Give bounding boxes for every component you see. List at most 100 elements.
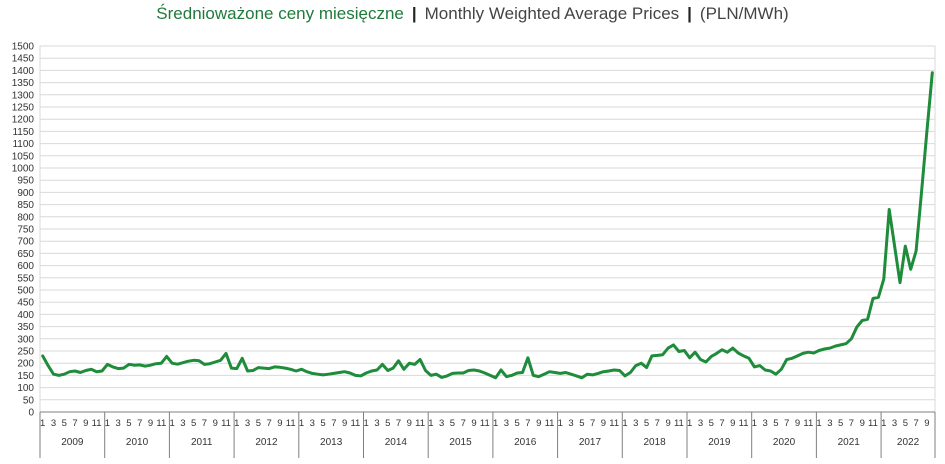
data-point (430, 374, 432, 376)
data-point (106, 363, 108, 365)
data-point (554, 371, 556, 373)
data-point (812, 352, 814, 354)
data-point (58, 374, 60, 376)
x-tick-label-month: 3 (310, 418, 315, 429)
data-point (500, 369, 502, 371)
data-point (63, 373, 65, 375)
y-tick-label: 1250 (12, 103, 35, 114)
x-tick-label-month: 1 (558, 418, 563, 429)
data-point (505, 375, 507, 377)
x-tick-label-month: 5 (256, 418, 261, 429)
y-tick-label: 300 (17, 334, 34, 345)
x-tick-label-month: 11 (480, 418, 490, 429)
y-tick-label: 750 (17, 225, 34, 236)
y-tick-label: 1200 (12, 115, 35, 126)
data-point (144, 365, 146, 367)
x-tick-label-month: 5 (320, 418, 325, 429)
x-tick-label-month: 11 (545, 418, 555, 429)
x-tick-label-month: 11 (674, 418, 684, 429)
x-tick-label-month: 1 (816, 418, 821, 429)
data-point (645, 366, 647, 368)
data-point (343, 371, 345, 373)
x-tick-label-month: 1 (299, 418, 304, 429)
data-point (694, 351, 696, 353)
x-tick-label-month: 1 (234, 418, 239, 429)
x-tick-label-month: 7 (266, 418, 271, 429)
x-tick-label-month: 9 (730, 418, 735, 429)
data-point (47, 364, 49, 366)
chart-title: Średnioważone ceny miesięczne | Monthly We… (0, 4, 945, 24)
data-point (182, 362, 184, 364)
x-tick-label-year: 2019 (708, 437, 731, 448)
x-tick-label-month: 7 (590, 418, 595, 429)
data-point (893, 245, 895, 247)
data-point (300, 368, 302, 370)
x-tick-label-month: 11 (868, 418, 878, 429)
data-point (241, 357, 243, 359)
y-tick-label: 200 (17, 359, 34, 370)
data-point (85, 369, 87, 371)
x-tick-label-month: 3 (892, 418, 897, 429)
data-point (888, 208, 890, 210)
x-tick-label-month: 11 (609, 418, 619, 429)
data-point (128, 363, 130, 365)
y-tick-label: 600 (17, 261, 34, 272)
data-point (284, 367, 286, 369)
series-line-price (41, 71, 934, 380)
data-point (365, 372, 367, 374)
data-point (360, 375, 362, 377)
y-tick-label: 100 (17, 383, 34, 394)
data-point (591, 374, 593, 376)
x-tick-label-month: 3 (51, 418, 56, 429)
data-point (575, 375, 577, 377)
data-point (484, 372, 486, 374)
data-point (823, 348, 825, 350)
x-tick-label-month: 5 (579, 418, 584, 429)
data-point (376, 369, 378, 371)
data-point (672, 344, 674, 346)
data-point (586, 373, 588, 375)
data-point (457, 372, 459, 374)
data-point (214, 361, 216, 363)
x-tick-label-month: 9 (148, 418, 153, 429)
x-tick-label-month: 3 (763, 418, 768, 429)
data-point (273, 366, 275, 368)
data-point (381, 363, 383, 365)
x-tick-label-month: 3 (374, 418, 379, 429)
data-point (699, 358, 701, 360)
x-tick-label-month: 3 (633, 418, 638, 429)
data-point (311, 372, 313, 374)
data-point (246, 370, 248, 372)
data-point (651, 355, 653, 357)
data-point (640, 362, 642, 364)
data-point (742, 355, 744, 357)
data-point (548, 371, 550, 373)
data-point (527, 357, 529, 359)
data-point (230, 367, 232, 369)
x-tick-label-month: 7 (396, 418, 401, 429)
data-point (160, 362, 162, 364)
data-point (775, 373, 777, 375)
x-tick-label-month: 1 (752, 418, 757, 429)
data-point (187, 360, 189, 362)
data-point (705, 361, 707, 363)
x-tick-label-month: 11 (286, 418, 296, 429)
data-point (791, 357, 793, 359)
y-tick-label: 1050 (12, 151, 35, 162)
x-tick-label-year: 2014 (385, 437, 408, 448)
data-point (370, 370, 372, 372)
title-separator-2: | (687, 4, 692, 23)
data-point (149, 364, 151, 366)
x-tick-label-month: 9 (665, 418, 670, 429)
data-point (748, 357, 750, 359)
data-point (316, 373, 318, 375)
data-point (629, 371, 631, 373)
data-point (861, 319, 863, 321)
data-point (397, 360, 399, 362)
data-point (68, 371, 70, 373)
data-point (263, 367, 265, 369)
data-point (834, 345, 836, 347)
data-point (392, 367, 394, 369)
data-point (764, 369, 766, 371)
data-point (737, 352, 739, 354)
